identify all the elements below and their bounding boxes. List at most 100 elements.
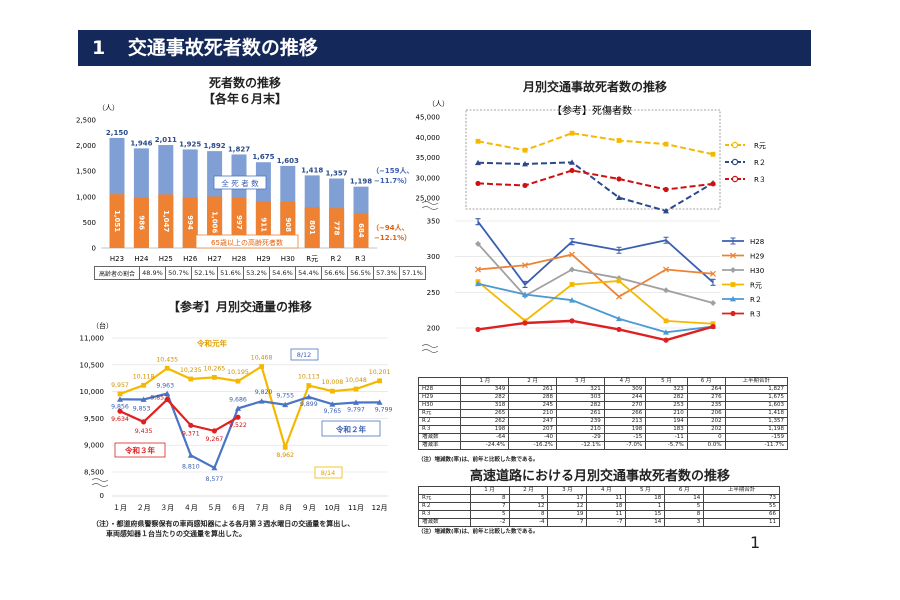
traffic-point xyxy=(282,444,288,450)
table-row: 増減率 -24.4% -16.2% -12.1% -7.0% -5.7% 0.0% -11.7… xyxy=(417,441,789,450)
traffic-xtick: 12月 xyxy=(372,504,388,512)
table-cell: 244 xyxy=(603,393,647,402)
callout-812: 8/12 xyxy=(297,351,312,359)
label-r1: 令和元年 xyxy=(196,338,227,348)
ref-legend-marker xyxy=(731,175,739,183)
table-header-cell: 3 月 xyxy=(547,486,588,495)
deaths-xtick: H29 xyxy=(256,255,270,263)
bar-elderly-label: 801 xyxy=(308,220,316,235)
ref-point xyxy=(663,207,669,214)
monthly-legend-label: R２ xyxy=(750,296,762,304)
table-row: 増減数 -64 -40 -29 -15 -11 0 -159 xyxy=(417,433,789,442)
table-cell: 17 xyxy=(547,494,588,503)
legend-elderly-box xyxy=(195,234,299,249)
traffic-point xyxy=(259,364,264,369)
traffic-point xyxy=(164,396,170,403)
monthly-point xyxy=(522,280,528,289)
table-cell: 14 xyxy=(625,518,666,527)
ref-point xyxy=(616,176,622,182)
table-cell: 1,357 xyxy=(724,417,789,426)
monthly-point xyxy=(709,270,717,277)
table-cell: 194 xyxy=(645,417,688,426)
table-cell: 266 xyxy=(603,409,647,418)
traffic-point-label: 9,820 xyxy=(255,389,273,396)
ref-legend-marker xyxy=(731,158,739,166)
table-cell: 261 xyxy=(508,385,558,394)
bar-total-label: 1,892 xyxy=(204,142,226,150)
traffic-point xyxy=(330,388,335,394)
traffic-xtick: ３月 xyxy=(160,504,174,512)
monthly-legend-marker xyxy=(730,237,736,245)
table-cell: 349 xyxy=(460,385,510,394)
ref-point xyxy=(616,138,622,143)
table-cell: -7.0% xyxy=(603,441,647,450)
traffic-unit: （台） xyxy=(92,321,113,330)
monthly-legend-label: H29 xyxy=(750,253,764,261)
table-cell: -5.7% xyxy=(645,441,688,450)
monthly-point xyxy=(616,246,622,254)
monthly-chart-title: 月別交通事故死者数の推移 xyxy=(522,80,667,94)
traffic-point xyxy=(211,428,217,434)
table-row: H30 318 245 282 270 253 235 1,603 xyxy=(417,401,789,410)
table-cell: -11 xyxy=(645,433,688,442)
monthly-point xyxy=(569,238,575,246)
traffic-ytick: 8,500 xyxy=(84,469,104,477)
highway-title: 高速道路における月別交通事故死者数の推移 xyxy=(469,469,730,484)
table-row: R２ 7 12 12 18 1 5 55 xyxy=(418,502,780,511)
table-cell: 12 xyxy=(547,502,588,511)
table-cell: 増減数 xyxy=(418,518,471,527)
bar-elderly-label: 778 xyxy=(333,221,341,236)
bar-elderly xyxy=(182,197,198,248)
deaths-chart-subtitle: 【各年６月末】 xyxy=(202,92,287,106)
traffic-xtick: ６月 xyxy=(231,504,245,512)
monthly-point xyxy=(568,251,576,258)
legend-elderly: 65歳以上の高齢死者数 xyxy=(211,238,283,247)
table-cell: 309 xyxy=(603,385,647,394)
monthly-legend-marker xyxy=(729,252,737,259)
traffic-point-label: 8,962 xyxy=(276,452,294,459)
table-cell: -16.2% xyxy=(508,441,558,450)
monthly-point xyxy=(663,329,669,335)
monthly-point xyxy=(663,236,669,244)
traffic-point xyxy=(235,405,241,411)
highway-table-note: （注）増減数(率)は、前年と比較した数である。 xyxy=(418,529,539,535)
deaths-ytick: 2,000 xyxy=(76,142,96,150)
table-cell: 245 xyxy=(508,401,558,410)
deaths-xtick: H24 xyxy=(134,255,149,263)
table-cell: H28 xyxy=(417,385,462,394)
table-cell: 8 xyxy=(664,510,705,519)
traffic-ytick: 9,500 xyxy=(84,415,104,423)
table-cell: R２ xyxy=(417,417,462,426)
deaths-xtick: R２ xyxy=(331,255,343,263)
table-header-cell: 1 月 xyxy=(460,377,510,386)
legend-total: 全 死 者 数 xyxy=(221,178,259,188)
table-row: R３ 198 207 210 198 183 202 1,198 xyxy=(417,425,789,434)
table-row: 増減数 -2 -4 7 -7 14 3 11 xyxy=(418,518,780,527)
traffic-point-label: 10,048 xyxy=(345,377,367,384)
monthly-point xyxy=(662,266,670,273)
table-cell: H30 xyxy=(417,401,462,410)
bar-total-label: 1,198 xyxy=(350,178,372,186)
table-cell: 210 xyxy=(645,409,688,418)
monthly-legend-label: H30 xyxy=(750,267,764,275)
monthly-line xyxy=(477,279,714,325)
monthly-ytick: 200 xyxy=(427,325,440,333)
traffic-point-label: 9,799 xyxy=(375,406,393,413)
traffic-point xyxy=(376,399,383,405)
traffic-point-label: 8,810 xyxy=(182,463,200,470)
monthly-legend-label: R３ xyxy=(750,311,762,319)
deaths-chart-title: 死者数の推移 xyxy=(208,76,281,90)
bar-elderly-label: 1,006 xyxy=(211,211,219,233)
traffic-point xyxy=(353,399,359,405)
bar-total-label: 1,946 xyxy=(130,139,152,147)
bar-elderly-label: 684 xyxy=(357,223,365,238)
monthly-point xyxy=(475,326,481,333)
traffic-chart-title: 【参考】月別交通量の推移 xyxy=(167,300,312,314)
table-header-cell: 5 月 xyxy=(625,486,666,495)
change-elderly-1: （−94人、 xyxy=(372,223,409,232)
table-cell: 1,675 xyxy=(724,393,789,402)
bar-elderly xyxy=(329,208,345,248)
ref-ytick: 25,000 xyxy=(416,195,441,203)
table-cell: 8 xyxy=(508,510,549,519)
